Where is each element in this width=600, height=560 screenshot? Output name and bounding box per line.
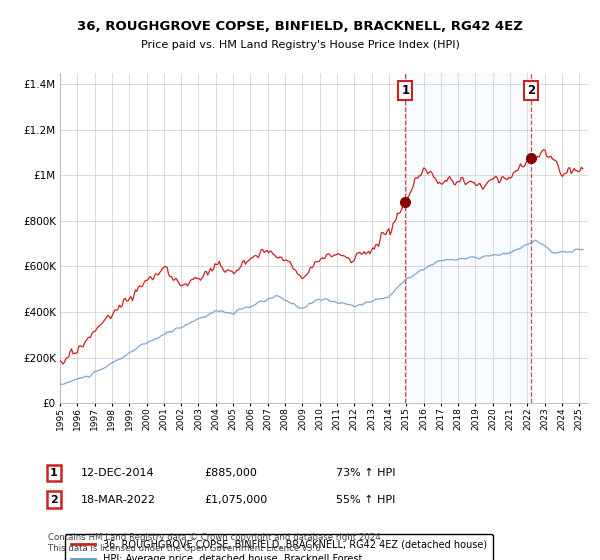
Text: Contains HM Land Registry data © Crown copyright and database right 2024.
This d: Contains HM Land Registry data © Crown c… [48, 533, 383, 553]
Text: 73% ↑ HPI: 73% ↑ HPI [336, 468, 395, 478]
Text: 1: 1 [50, 468, 58, 478]
Text: 55% ↑ HPI: 55% ↑ HPI [336, 494, 395, 505]
Text: Price paid vs. HM Land Registry's House Price Index (HPI): Price paid vs. HM Land Registry's House … [140, 40, 460, 50]
Text: 12-DEC-2014: 12-DEC-2014 [81, 468, 155, 478]
Bar [406, 73, 531, 403]
Text: £1,075,000: £1,075,000 [204, 494, 267, 505]
Text: 18-MAR-2022: 18-MAR-2022 [81, 494, 156, 505]
Text: 2: 2 [50, 494, 58, 505]
Legend: 36, ROUGHGROVE COPSE, BINFIELD, BRACKNELL, RG42 4EZ (detached house), HPI: Avera: 36, ROUGHGROVE COPSE, BINFIELD, BRACKNEL… [65, 534, 493, 560]
Text: 36, ROUGHGROVE COPSE, BINFIELD, BRACKNELL, RG42 4EZ: 36, ROUGHGROVE COPSE, BINFIELD, BRACKNEL… [77, 20, 523, 32]
Text: 1: 1 [401, 84, 409, 97]
Text: £885,000: £885,000 [204, 468, 257, 478]
Text: 2: 2 [527, 84, 535, 97]
